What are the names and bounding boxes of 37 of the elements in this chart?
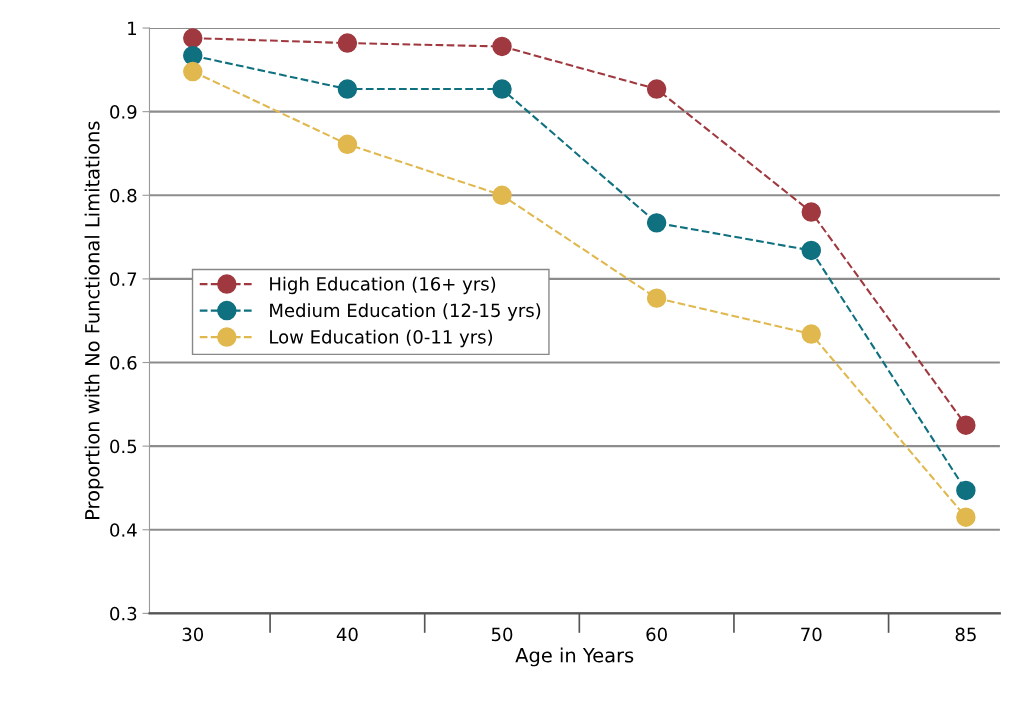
point: [183, 28, 203, 48]
point: [492, 79, 512, 99]
point: [492, 185, 512, 206]
x-tick-label: 50: [491, 627, 513, 642]
point: [956, 480, 976, 501]
point: [646, 79, 667, 99]
y-tick-label: 0.7: [110, 272, 137, 287]
y-tick-label: 0.3: [110, 606, 137, 621]
y-tick-label: 1: [128, 21, 137, 35]
y-axis-title: Proportion with No Functional Limitations: [84, 121, 104, 519]
y-tick-label: 0.6: [110, 355, 137, 370]
point: [183, 61, 203, 82]
point: [492, 36, 512, 57]
point: [801, 202, 821, 222]
point: [337, 134, 358, 154]
point: [646, 288, 667, 308]
point: [337, 33, 358, 53]
point: [956, 415, 976, 435]
x-tick-label: 85: [955, 627, 976, 642]
y-tick-label: 0.4: [110, 523, 137, 537]
point: [801, 324, 821, 344]
legend-label: Low Education (0-11 yrs): [270, 329, 493, 348]
y-tick-label: 0.5: [110, 439, 137, 454]
point: [956, 507, 976, 527]
legend-label: High Education (16+ yrs): [270, 276, 496, 295]
y-tick-label: 0.8: [110, 188, 137, 203]
point: [337, 79, 358, 99]
point: [646, 213, 667, 233]
legend-label: Medium Education (12-15 yrs): [270, 303, 541, 321]
x-tick-label: 70: [801, 627, 822, 642]
point: [801, 240, 821, 261]
point: [183, 45, 203, 66]
x-tick-label: 30: [182, 627, 204, 642]
x-tick-label: 60: [646, 627, 667, 642]
y-tick-label: 0.9: [110, 105, 137, 119]
x-axis-title: Age in Years: [515, 647, 634, 667]
x-tick-label: 40: [336, 627, 358, 642]
